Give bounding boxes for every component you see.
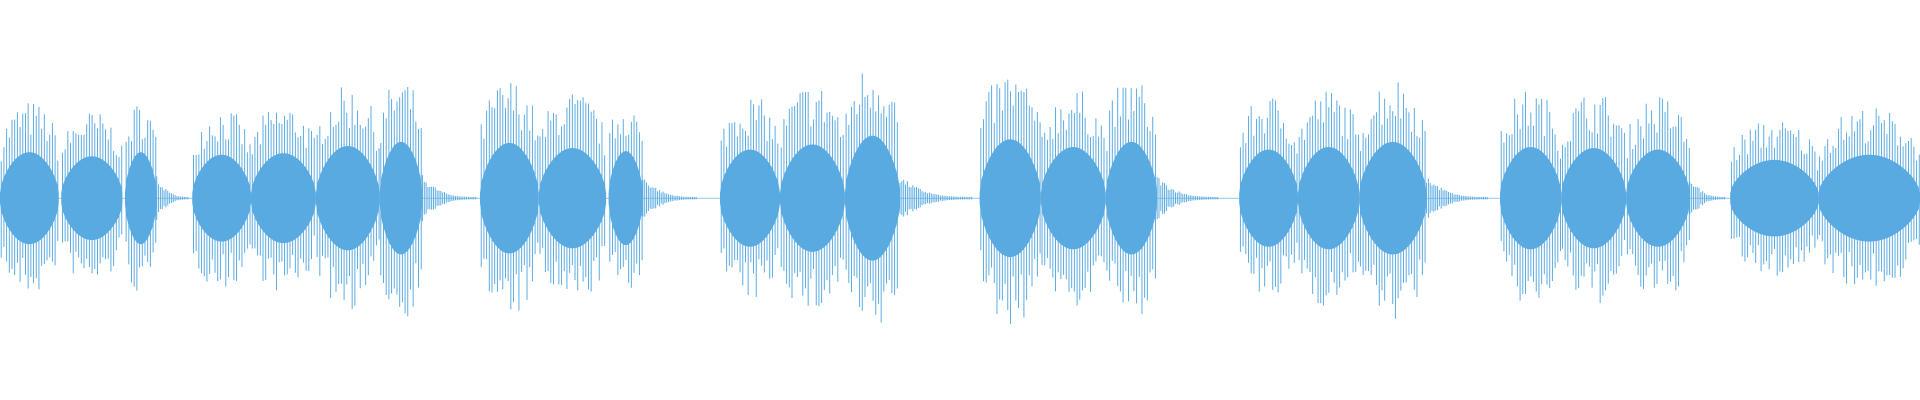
waveform-envelope [379, 141, 423, 255]
waveform-envelope [1818, 154, 1920, 242]
waveform-body [0, 73, 1920, 325]
waveform-envelope [1626, 149, 1690, 247]
waveform-envelope [315, 146, 380, 251]
waveform-envelope [780, 144, 845, 252]
waveform-envelope [251, 153, 316, 244]
waveform-envelope [1040, 147, 1106, 250]
waveform-envelope [124, 152, 157, 245]
waveform-envelope [1561, 148, 1627, 249]
